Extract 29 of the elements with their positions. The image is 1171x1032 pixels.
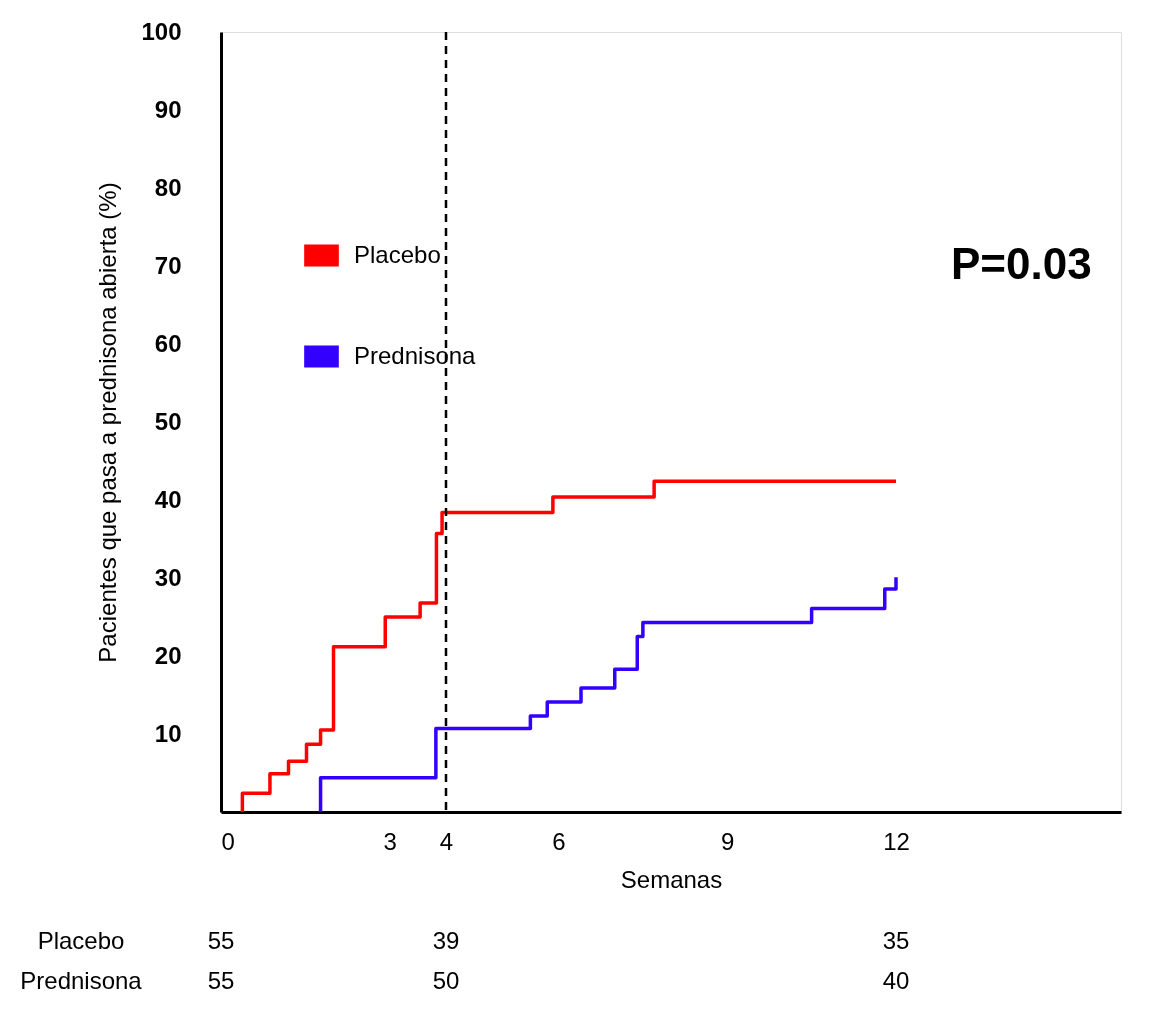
y-axis-title: Pacientes que pasa a prednisona abierta (%) <box>94 182 122 663</box>
y-tick-label: 100 <box>141 17 182 45</box>
legend-label: Prednisona <box>354 341 477 369</box>
x-tick-label: 12 <box>883 827 910 855</box>
x-tick-label: 4 <box>439 827 454 855</box>
text: 39 <box>432 927 460 954</box>
text: 55 <box>207 927 235 954</box>
text: 50 <box>432 967 460 994</box>
y-tick-label: 10 <box>154 719 182 747</box>
y-tick-label: 20 <box>154 641 182 669</box>
text: 35 <box>882 927 910 954</box>
y-tick-label: 90 <box>154 95 182 123</box>
y-tick-label: 50 <box>154 407 182 435</box>
x-tick-label: 3 <box>383 827 397 855</box>
x-axis-title: Semanas <box>620 865 723 893</box>
x-tick-label: 0 <box>221 827 235 855</box>
y-tick-label: 80 <box>154 173 182 201</box>
y-tick-label: 40 <box>154 485 182 513</box>
x-tick-label: 9 <box>721 827 735 855</box>
text: 55 <box>207 967 235 994</box>
y-tick-label: 60 <box>154 329 182 357</box>
y-tick-label: 70 <box>154 251 182 279</box>
y-tick-label: 30 <box>154 563 182 591</box>
legend-label: Placebo <box>354 240 441 268</box>
text: 40 <box>882 967 910 994</box>
text: Prednisona <box>20 967 143 994</box>
x-tick-label: 6 <box>552 827 566 855</box>
text: Placebo <box>37 927 125 954</box>
annotation: P=0.03 <box>951 239 1092 288</box>
